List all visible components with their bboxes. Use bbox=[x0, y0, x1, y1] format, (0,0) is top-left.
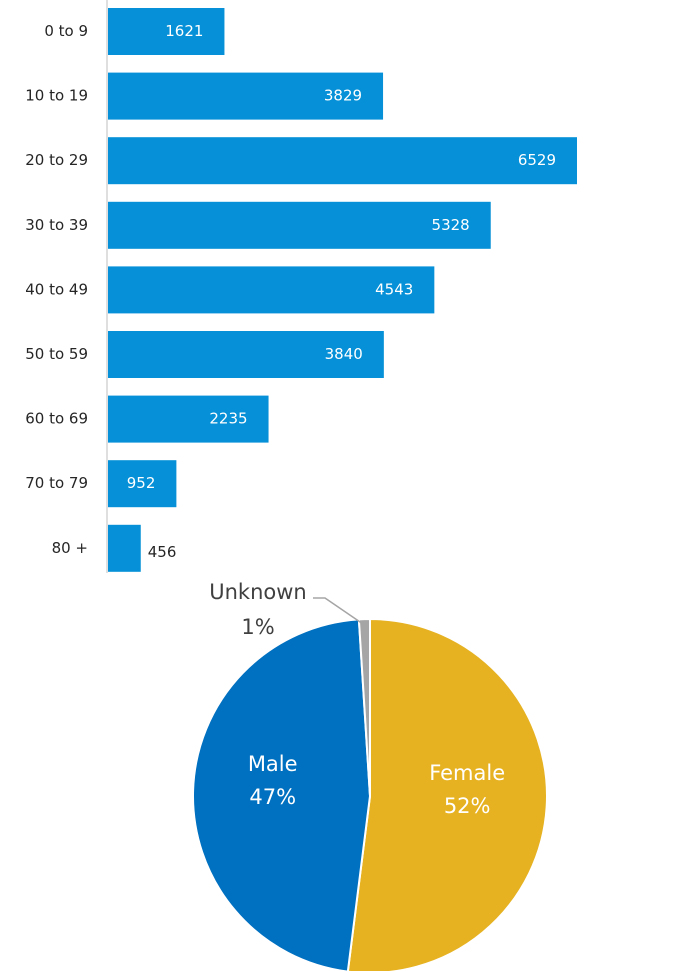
category-label: 50 to 59 bbox=[25, 345, 88, 363]
category-label: 20 to 29 bbox=[25, 151, 88, 169]
bar bbox=[108, 137, 577, 185]
value-label: 6529 bbox=[518, 151, 556, 169]
slice-percent: 47% bbox=[249, 785, 296, 809]
value-label: 952 bbox=[127, 474, 156, 492]
value-label: 5328 bbox=[432, 216, 470, 234]
bar bbox=[108, 524, 141, 572]
category-label: 40 to 49 bbox=[25, 280, 88, 298]
pie-slice bbox=[357, 617, 371, 797]
leader-line bbox=[313, 597, 366, 626]
value-label: 3829 bbox=[324, 87, 362, 105]
pie-slice bbox=[346, 617, 548, 971]
value-label: 4543 bbox=[375, 280, 413, 298]
slice-percent: 52% bbox=[444, 794, 491, 818]
value-label: 456 bbox=[148, 543, 177, 561]
slice-percent: 1% bbox=[241, 615, 274, 639]
value-label: 1621 bbox=[165, 22, 203, 40]
category-label: 60 to 69 bbox=[25, 410, 88, 428]
category-label: 10 to 19 bbox=[25, 87, 88, 105]
slice-name: Unknown bbox=[209, 580, 306, 604]
bar bbox=[108, 460, 177, 508]
pie-slice bbox=[192, 618, 372, 971]
bar bbox=[108, 72, 384, 120]
bar bbox=[108, 201, 491, 249]
value-label: 3840 bbox=[325, 345, 363, 363]
bar bbox=[108, 395, 269, 443]
bar bbox=[108, 8, 225, 55]
bar bbox=[108, 266, 435, 314]
category-label: 0 to 9 bbox=[44, 22, 88, 40]
slice-name: Male bbox=[248, 752, 298, 776]
slice-name: Female bbox=[429, 761, 505, 785]
bar bbox=[108, 331, 384, 378]
category-label: 70 to 79 bbox=[25, 474, 88, 492]
value-label: 2235 bbox=[209, 410, 247, 428]
category-label: 30 to 39 bbox=[25, 216, 88, 234]
category-label: 80 + bbox=[52, 539, 88, 557]
